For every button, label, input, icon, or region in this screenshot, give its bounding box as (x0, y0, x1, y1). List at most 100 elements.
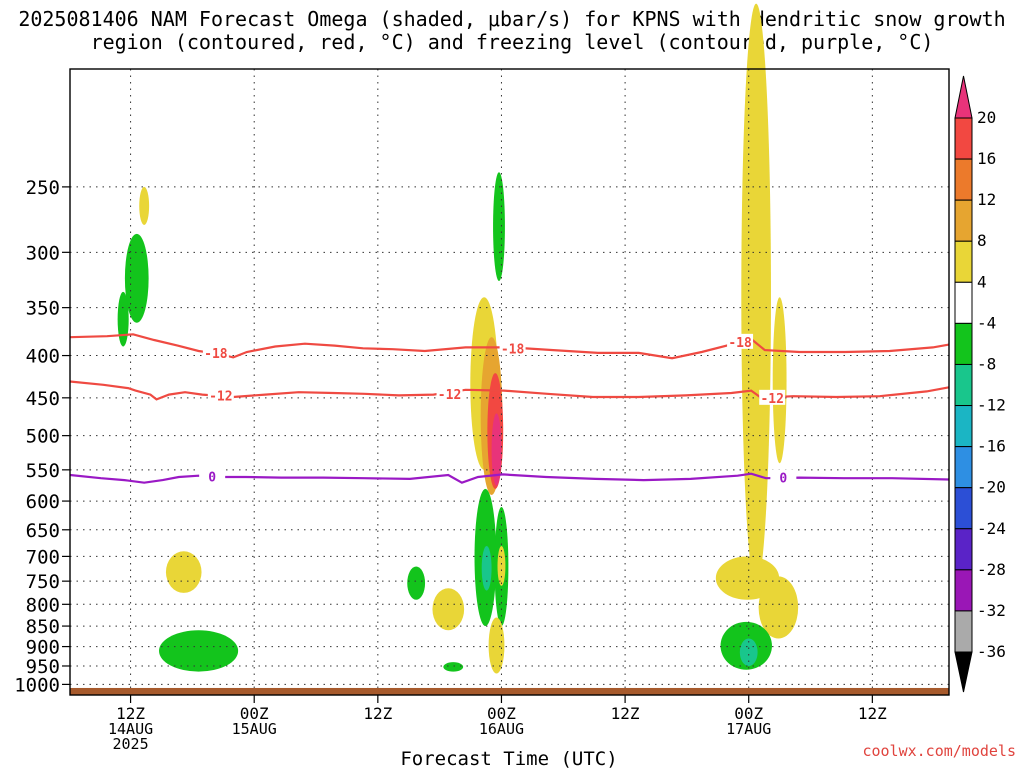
colorbar-label: -4 (977, 313, 996, 332)
y-tick: 950 (26, 656, 70, 678)
x-axis-title: Forecast Time (UTC) (400, 748, 617, 768)
colorbar-label: 4 (977, 272, 987, 291)
svg-text:850: 850 (26, 616, 60, 638)
svg-text:550: 550 (26, 460, 60, 482)
y-tick: 700 (26, 546, 70, 568)
svg-text:-12: -12 (438, 388, 461, 403)
source-credit: coolwx.com/models (862, 742, 1016, 760)
y-tick: 850 (26, 616, 70, 638)
svg-text:12Z: 12Z (116, 704, 145, 723)
y-tick: 500 (26, 426, 70, 448)
colorbar-swatch (954, 363, 973, 407)
colorbar-label: 20 (977, 108, 996, 127)
plot-frame (69, 68, 950, 696)
omega-region (741, 3, 771, 586)
contour-line (69, 472, 950, 484)
contour-layer: -18 -18 -18 -12 -12 -12 0 0 (69, 333, 950, 487)
svg-text:350: 350 (26, 298, 60, 320)
contour-label: 0 (770, 469, 797, 487)
omega-region (758, 576, 799, 639)
colorbar-label: -24 (977, 519, 1006, 538)
contour-label: 0 (199, 468, 226, 485)
svg-text:-12: -12 (760, 392, 783, 407)
y-tick: 350 (26, 298, 70, 320)
colorbar-label: -28 (977, 560, 1006, 579)
y-tick: 550 (26, 460, 70, 482)
omega-region (491, 413, 502, 486)
svg-text:900: 900 (26, 637, 60, 659)
svg-text:16AUG: 16AUG (479, 720, 524, 738)
colorbar-min-arrow (954, 651, 973, 693)
omega-region (117, 291, 129, 347)
colorbar-swatch (954, 446, 973, 489)
y-tick: 300 (26, 242, 70, 264)
omega-region (159, 630, 239, 672)
colorbar-swatch (954, 281, 973, 324)
colorbar-label: -36 (977, 642, 1006, 661)
svg-text:450: 450 (26, 388, 60, 410)
omega-region (493, 172, 505, 282)
colorbar-swatch (954, 487, 973, 530)
colorbar-label: -12 (977, 396, 1006, 415)
colorbar-label: 8 (977, 231, 987, 250)
y-tick: 900 (26, 637, 70, 659)
y-tick: 250 (26, 177, 70, 199)
colorbar: 20 16 12 8 4 -4 -8 -12 -16 -20 -24 -28 -32 -36 (954, 75, 1006, 693)
svg-text:12Z: 12Z (611, 704, 640, 723)
svg-text:1000: 1000 (14, 674, 60, 696)
svg-text:17AUG: 17AUG (726, 720, 771, 738)
svg-text:00Z: 00Z (240, 704, 269, 723)
colorbar-swatch (954, 528, 973, 571)
colorbar-swatch (954, 610, 973, 653)
svg-text:14AUG: 14AUG (108, 720, 153, 738)
colorbar-swatch (954, 322, 973, 365)
colorbar-label: -20 (977, 478, 1006, 497)
colorbar-label: 12 (977, 190, 996, 209)
svg-text:600: 600 (26, 491, 60, 513)
contour-label: -12 (436, 385, 463, 403)
x-tick: 12Z (858, 695, 887, 723)
colorbar-swatch (954, 158, 973, 201)
colorbar-label: -8 (977, 354, 996, 373)
svg-text:-18: -18 (728, 336, 752, 351)
svg-text:500: 500 (26, 426, 60, 448)
omega-region (481, 545, 492, 591)
colorbar-max-arrow (954, 75, 973, 119)
ground-below-surface (70, 687, 949, 695)
ground-layer (70, 687, 949, 695)
colorbar-swatch (954, 240, 973, 283)
colorbar-swatch (954, 405, 973, 448)
omega-region (739, 638, 758, 666)
omega-region (497, 545, 506, 586)
colorbar-label: -32 (977, 601, 1006, 620)
contour-label: -18 (499, 340, 526, 357)
y-axis: 2503003504004505005506006507007508008509… (14, 177, 70, 696)
svg-text:12Z: 12Z (363, 704, 392, 723)
contour-label: -18 (202, 344, 229, 362)
svg-text:800: 800 (26, 594, 60, 616)
svg-text:15AUG: 15AUG (232, 720, 277, 738)
colorbar-label: 16 (977, 149, 996, 168)
y-tick: 1000 (14, 674, 70, 696)
omega-region (772, 297, 787, 464)
y-tick: 750 (26, 571, 70, 593)
svg-text:00Z: 00Z (734, 704, 763, 723)
colorbar-label: -16 (977, 437, 1006, 456)
svg-text:12Z: 12Z (858, 704, 887, 723)
svg-text:700: 700 (26, 546, 60, 568)
grid-layer (70, 69, 949, 695)
x-tick: 12Z (363, 695, 393, 723)
svg-text:-12: -12 (209, 389, 232, 404)
contour-line (69, 380, 950, 401)
x-tick: 12Z (611, 695, 640, 723)
svg-text:00Z: 00Z (487, 704, 516, 723)
svg-text:950: 950 (26, 656, 60, 678)
omega-region (443, 662, 464, 672)
omega-shading-layer (117, 3, 799, 674)
y-tick: 650 (26, 520, 70, 542)
